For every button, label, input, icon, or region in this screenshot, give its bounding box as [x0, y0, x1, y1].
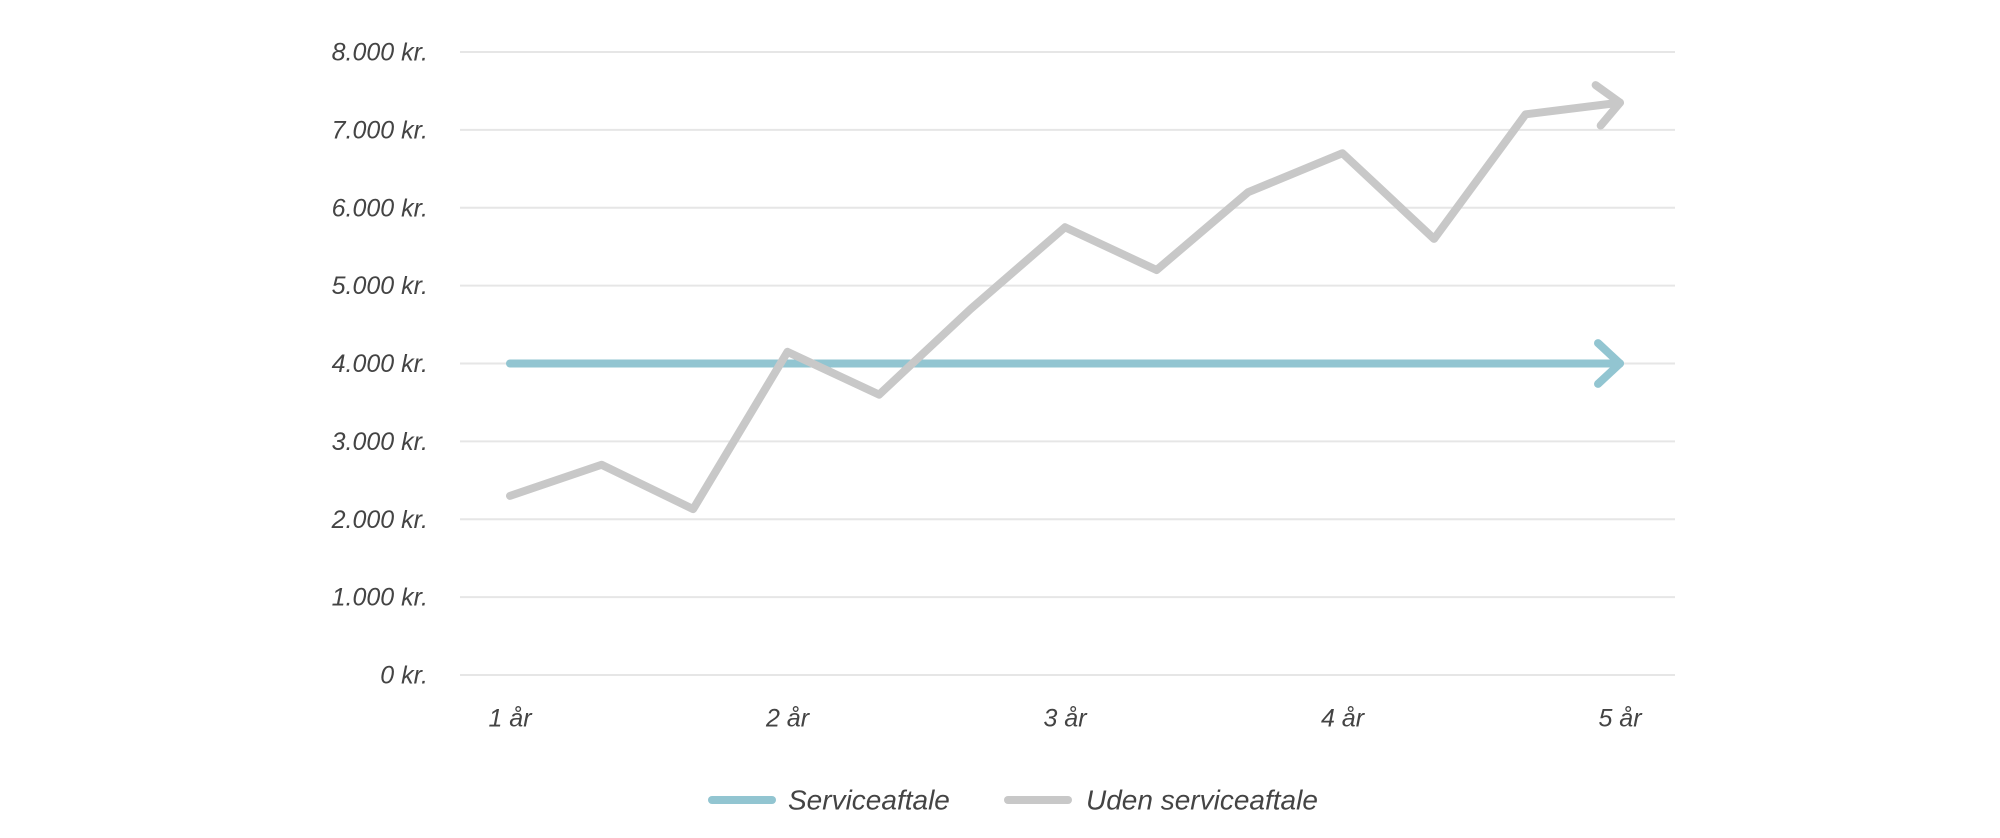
legend-label: Serviceaftale — [788, 784, 950, 815]
y-tick-label: 6.000 kr. — [332, 194, 428, 222]
y-axis: 0 kr. 1.000 kr. 2.000 kr. 3.000 kr. 4.000 kr… — [331, 39, 428, 690]
x-tick-label: 4 år — [1321, 705, 1366, 733]
y-tick-label: 2.000 kr. — [331, 506, 428, 534]
series-uden-serviceaftale — [506, 81, 1624, 514]
y-tick-label: 1.000 kr. — [332, 584, 428, 612]
y-tick-label: 7.000 kr. — [332, 116, 428, 144]
y-tick-label: 5.000 kr. — [332, 272, 428, 300]
y-tick-label: 0 kr. — [380, 662, 428, 690]
legend: Serviceaftale Uden serviceaftale — [708, 784, 1318, 815]
legend-label: Uden serviceaftale — [1086, 784, 1318, 815]
x-tick-label: 5 år — [1598, 705, 1643, 733]
arrowhead — [1594, 339, 1624, 388]
y-tick-label: 4.000 kr. — [332, 350, 428, 378]
x-tick-label: 2 år — [765, 705, 811, 733]
series-layer — [506, 81, 1624, 514]
series-serviceaftale — [506, 339, 1624, 388]
y-tick-label: 3.000 kr. — [332, 428, 428, 456]
x-tick-label: 3 år — [1043, 705, 1088, 733]
y-tick-label: 8.000 kr. — [332, 39, 428, 67]
series-line — [506, 98, 1624, 514]
x-axis: 1 år 2 år 3 år 4 år 5 år — [488, 705, 1643, 733]
arrowhead — [1591, 81, 1624, 130]
x-tick-label: 1 år — [488, 705, 533, 733]
